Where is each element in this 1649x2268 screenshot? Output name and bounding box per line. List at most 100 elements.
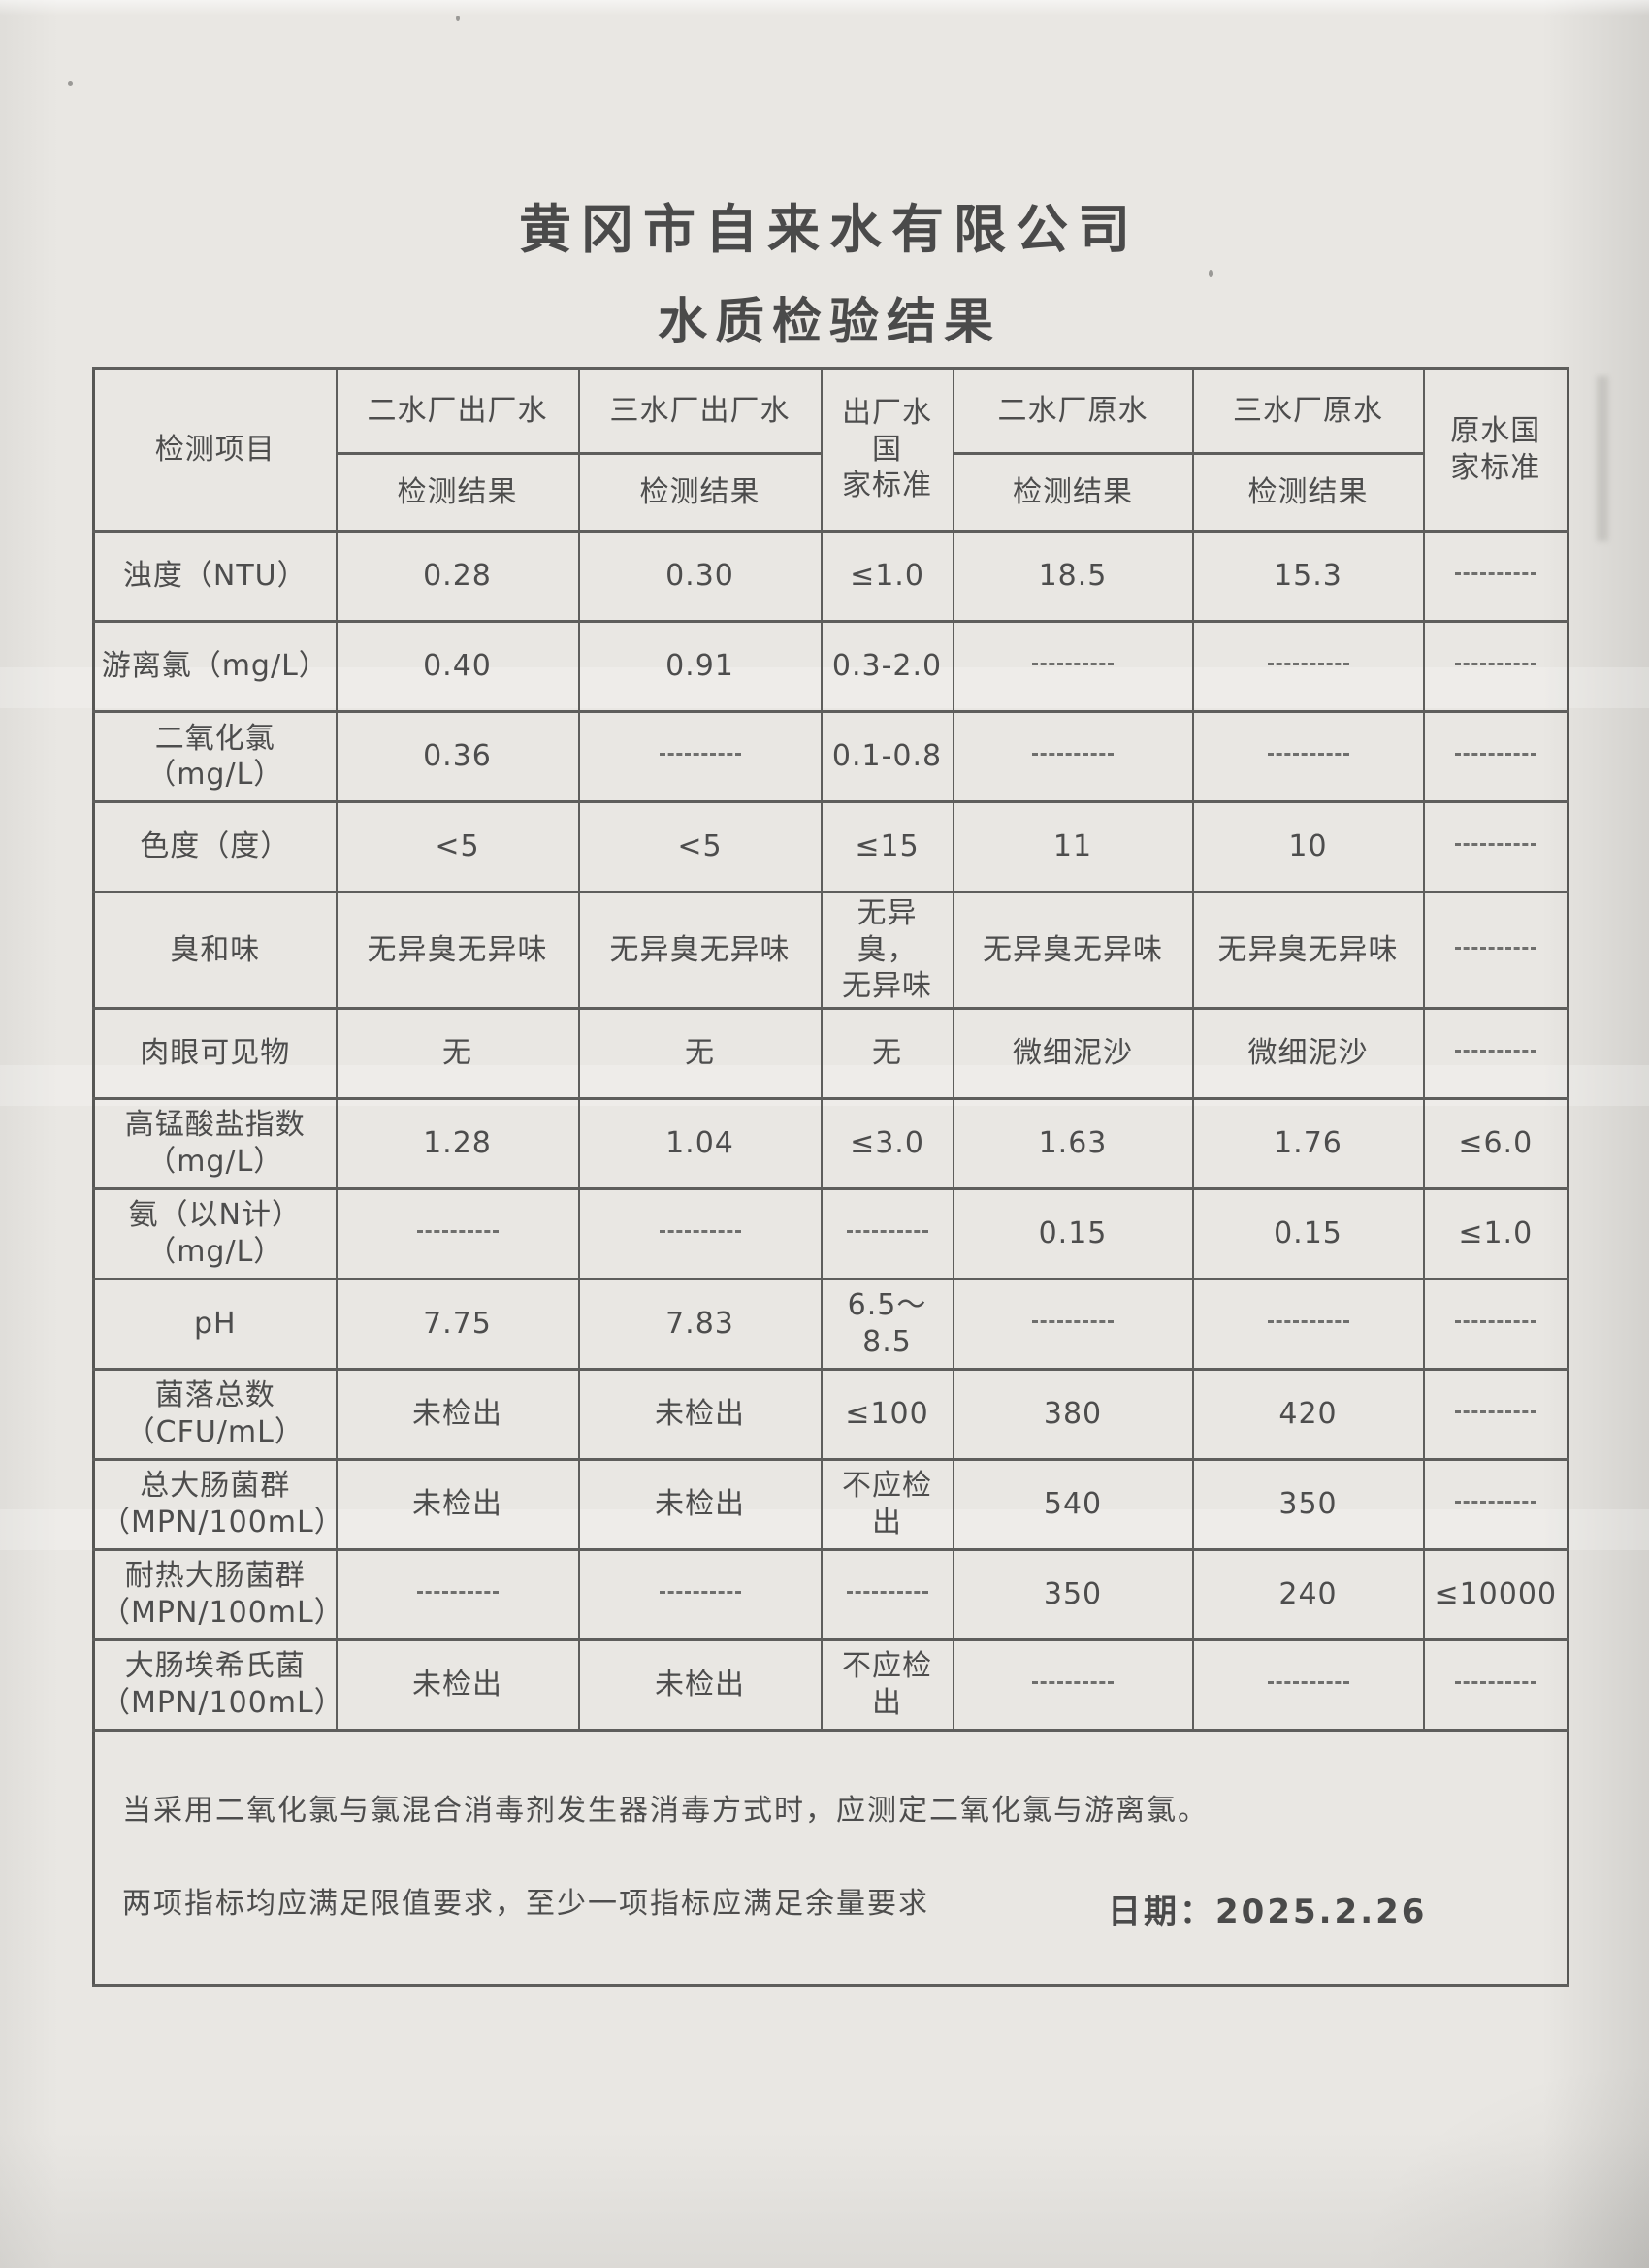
dash-line bbox=[1454, 572, 1536, 576]
cell-value: 无 bbox=[820, 1006, 954, 1100]
dash-value bbox=[1422, 1457, 1569, 1551]
dash-line bbox=[659, 1229, 741, 1233]
cell-value: 240 bbox=[1191, 1547, 1425, 1641]
dash-value bbox=[1422, 800, 1569, 893]
cell-value: 未检出 bbox=[335, 1367, 580, 1461]
table-row: 浊度（NTU） 0.28 0.30 ≤1.0 18.5 15.3 bbox=[92, 530, 1569, 623]
date-line: 日期：2025.2.26 bbox=[1108, 1885, 1427, 1932]
date-value: 2025.2.26 bbox=[1215, 1893, 1428, 1931]
cell-value: 0.15 bbox=[1191, 1186, 1425, 1280]
dash-line bbox=[1267, 663, 1349, 666]
cell-value: 540 bbox=[952, 1457, 1194, 1551]
header-result: 检测结果 bbox=[1191, 452, 1425, 533]
dash-line bbox=[1267, 1319, 1349, 1323]
cell-value: ≤1.0 bbox=[820, 530, 954, 623]
cell-value: ≤6.0 bbox=[1422, 1096, 1569, 1190]
cell-value: 无异臭无异味 bbox=[335, 891, 580, 1010]
dash-value bbox=[952, 1637, 1194, 1732]
table-row: 二氧化氯 （mg/L） 0.36 0.1-0.8 bbox=[92, 710, 1569, 803]
row-label: 浊度（NTU） bbox=[92, 530, 338, 623]
dash-value bbox=[1422, 1277, 1569, 1371]
table-row: 耐热大肠菌群 （MPN/100mL） 350 240 ≤10000 bbox=[92, 1547, 1569, 1641]
dash-line bbox=[846, 1590, 928, 1594]
cell-value: 350 bbox=[952, 1547, 1194, 1641]
cell-value: 0.28 bbox=[335, 530, 580, 623]
cell-value: 未检出 bbox=[577, 1367, 823, 1461]
cell-value: 无异臭无异味 bbox=[577, 891, 823, 1010]
dash-line bbox=[1454, 1319, 1536, 1323]
dash-line bbox=[1454, 843, 1536, 847]
cell-value: 无 bbox=[335, 1006, 580, 1100]
scan-speck bbox=[68, 81, 73, 86]
water-quality-table: 检测项目 二水厂出厂水 三水厂出厂水 出厂水国 家标准 二水厂原水 三水厂原水 … bbox=[92, 367, 1569, 1987]
cell-value: 0.1-0.8 bbox=[820, 710, 954, 803]
dash-line bbox=[1267, 753, 1349, 757]
cell-value: 0.36 bbox=[335, 710, 580, 803]
dash-value bbox=[335, 1186, 580, 1280]
cell-value: 15.3 bbox=[1191, 530, 1425, 623]
row-label: 高锰酸盐指数 （mg/L） bbox=[92, 1096, 338, 1190]
note-line-1: 当采用二氧化氯与氯混合消毒剂发生器消毒方式时，应测定二氧化氯与游离氯。 bbox=[122, 1793, 1209, 1828]
cell-value: <5 bbox=[335, 800, 580, 893]
cell-value: 无异臭无异味 bbox=[952, 891, 1194, 1010]
cell-value: 6.5～8.5 bbox=[820, 1277, 954, 1371]
cell-value: 18.5 bbox=[952, 530, 1194, 623]
row-label: 大肠埃希氏菌 （MPN/100mL） bbox=[92, 1637, 343, 1732]
dash-line bbox=[1454, 946, 1536, 950]
dash-line bbox=[1454, 1409, 1536, 1413]
row-label: 耐热大肠菌群 （MPN/100mL） bbox=[92, 1547, 343, 1641]
dash-line bbox=[416, 1229, 499, 1233]
dash-value bbox=[1422, 1367, 1569, 1461]
cell-value: 未检出 bbox=[577, 1457, 823, 1551]
table-row: 肉眼可见物无无无微细泥沙 微细泥沙 bbox=[92, 1006, 1569, 1100]
row-label: pH bbox=[92, 1277, 338, 1371]
dash-line bbox=[1454, 663, 1536, 666]
dash-value bbox=[1422, 1006, 1569, 1100]
cell-value: ≤10000 bbox=[1422, 1547, 1569, 1641]
dash-line bbox=[1454, 1680, 1536, 1684]
date-label: 日期： bbox=[1108, 1893, 1215, 1931]
dash-value bbox=[1191, 710, 1425, 803]
cell-value: 微细泥沙 bbox=[1191, 1006, 1425, 1100]
page-subtitle: 水质检验结果 bbox=[657, 294, 1001, 351]
cell-value: 无异臭， 无异味 bbox=[820, 891, 954, 1010]
cell-value: 7.75 bbox=[335, 1277, 580, 1371]
header-result: 检测结果 bbox=[952, 452, 1194, 533]
cell-value: <5 bbox=[577, 800, 823, 893]
cell-value: 不应检出 bbox=[820, 1637, 954, 1732]
cell-value: 0.15 bbox=[952, 1186, 1194, 1280]
header-row-2: 检测结果 检测结果 检测结果 检测结果 bbox=[94, 452, 1568, 533]
dash-value bbox=[1191, 1637, 1425, 1732]
dash-line bbox=[1032, 663, 1114, 666]
dash-value bbox=[1422, 620, 1569, 713]
dash-value bbox=[1422, 1637, 1569, 1732]
dash-line bbox=[1454, 1049, 1536, 1053]
cell-value: 0.3-2.0 bbox=[820, 620, 954, 713]
cell-value: 0.40 bbox=[335, 620, 580, 713]
table-row: 游离氯（mg/L） 0.40 0.91 0.3-2.0 bbox=[92, 620, 1569, 713]
dash-value bbox=[952, 1277, 1194, 1371]
cell-value: 1.28 bbox=[335, 1096, 580, 1190]
cell-value: 无异臭无异味 bbox=[1191, 891, 1425, 1010]
dash-value bbox=[1422, 891, 1569, 1010]
cell-value: 未检出 bbox=[335, 1457, 580, 1551]
dash-value bbox=[1191, 620, 1425, 713]
cell-value: 未检出 bbox=[335, 1637, 580, 1732]
header-result: 检测结果 bbox=[335, 452, 580, 533]
cell-value: 380 bbox=[952, 1367, 1194, 1461]
table-row: 臭和味 无异臭无异味 无异臭无异味 无异臭， 无异味 无异臭无异味 无异臭无异味 bbox=[92, 891, 1569, 1010]
table-header: 检测项目 二水厂出厂水 三水厂出厂水 出厂水国 家标准 二水厂原水 三水厂原水 … bbox=[92, 367, 1569, 533]
dash-value bbox=[335, 1547, 580, 1641]
dash-line bbox=[1032, 1680, 1114, 1684]
cell-value: 0.30 bbox=[577, 530, 823, 623]
row-label: 肉眼可见物 bbox=[92, 1006, 338, 1100]
table-row: pH 7.75 7.83 6.5～8.5 bbox=[92, 1277, 1569, 1371]
row-label: 游离氯（mg/L） bbox=[92, 620, 338, 713]
table-row: 大肠埃希氏菌 （MPN/100mL） 未检出 未检出 不应检出 bbox=[92, 1637, 1569, 1732]
dash-line bbox=[1032, 753, 1114, 757]
cell-value: 0.91 bbox=[577, 620, 823, 713]
cell-value: 微细泥沙 bbox=[952, 1006, 1194, 1100]
dash-line bbox=[846, 1229, 928, 1233]
dash-line bbox=[659, 1590, 741, 1594]
